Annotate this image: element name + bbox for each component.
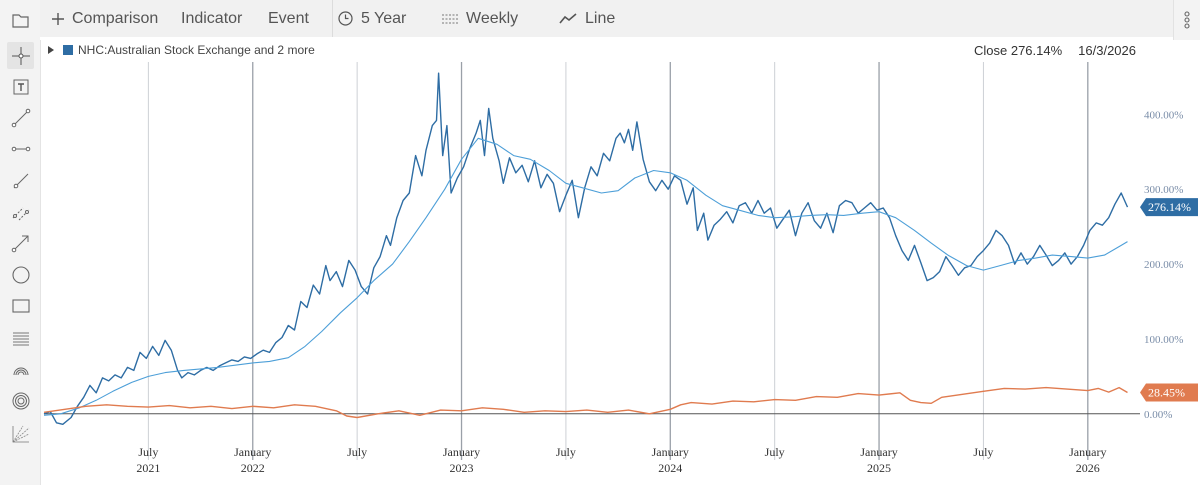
y-tick-label: 100.00% [1144,334,1183,346]
more-vertical-icon [1184,11,1190,29]
x-tick-month: January [443,445,480,459]
expand-triangle-icon[interactable] [48,46,54,54]
circle-icon [11,265,30,284]
event-label: Event [268,9,309,27]
parallel-channel-tool[interactable] [7,198,34,225]
clock-icon [338,11,353,26]
x-tick-month: July [138,445,158,459]
bars-icon [442,14,458,23]
more-options-button[interactable] [1173,0,1200,40]
x-tick-year: 2021 [136,461,160,475]
comparison-last-value-tag [1140,383,1198,402]
comparison-series-line[interactable] [43,386,1128,419]
arrow-tool[interactable] [7,229,34,256]
y-tick-label: 200.00% [1144,259,1183,271]
arcs-icon [13,367,28,375]
x-tick-month: July [347,445,367,459]
arrow-line-icon [11,235,28,252]
x-tick-year: 2024 [658,461,682,475]
chart-type-selector[interactable]: Line [559,0,615,37]
range-selector[interactable]: 5 Year [338,0,406,37]
text-tool[interactable] [7,73,34,100]
crosshair-tool[interactable] [7,42,34,69]
fan-lines-icon [12,425,29,442]
y-tick-label: 400.00% [1144,109,1183,121]
indicator-button[interactable]: Indicator [181,0,242,37]
toolbar-bar: Comparison Indicator Event 5 Year Weekly [40,0,1173,37]
text-box-icon [13,79,28,94]
comparison-last-value-tag-text: 28.45% [1148,386,1185,400]
x-tick-year: 2026 [1076,461,1100,475]
range-label: 5 Year [361,9,407,27]
moving-average-line[interactable] [43,137,1128,416]
line-chart-icon [559,12,577,24]
channel-icon [12,207,29,220]
x-tick-month: January [652,445,689,459]
top-toolbar: Comparison Indicator Event 5 Year Weekly [0,0,1200,40]
y-tick-label: 300.00% [1144,184,1183,196]
series-legend[interactable]: NHC:Australian Stock Exchange and 2 more [48,40,315,60]
comparison-button[interactable]: Comparison [52,0,158,37]
series-legend-label: NHC:Australian Stock Exchange and 2 more [78,43,315,57]
interval-label: Weekly [466,9,519,27]
trend-line-icon [11,108,30,127]
x-tick-year: 2023 [450,461,474,475]
close-date: 16/3/2026 [1078,42,1136,58]
indicator-label: Indicator [181,9,243,27]
x-tick-month: January [1069,445,1106,459]
ray-line-icon [13,173,28,188]
x-tick-month: January [860,445,897,459]
x-tick-year: 2022 [241,461,265,475]
main-last-value-tag [1140,198,1198,217]
x-tick-month: July [556,445,576,459]
chart-type-label: Line [585,9,616,27]
folder-button[interactable] [0,0,40,40]
horizontal-lines-icon [12,332,29,345]
fib-arc-tool[interactable] [7,355,34,382]
interval-selector[interactable]: Weekly [442,0,518,37]
plus-icon [52,12,64,25]
main-last-value-tag-text: 276.14% [1148,200,1191,214]
toolbar-divider [332,0,333,37]
fibonacci-tool[interactable] [7,324,34,351]
main-series-line[interactable] [43,72,1129,425]
close-value: Close 276.14% [973,42,1063,58]
ray-tool[interactable] [7,167,34,194]
x-tick-month: January [234,445,271,459]
x-tick-year: 2025 [867,461,891,475]
horizontal-segment-icon [11,146,30,151]
drawing-tools-sidebar [0,40,41,485]
x-tick-month: July [765,445,785,459]
trend-line-tool[interactable] [7,104,34,131]
rectangle-tool[interactable] [7,292,34,319]
fan-tool[interactable] [7,420,34,447]
close-info: Close 276.14% 16/3/2026 [974,40,1136,60]
x-tick-month: July [973,445,993,459]
y-tick-label: 0.00% [1144,409,1172,421]
event-button[interactable]: Event [268,0,309,37]
concentric-circles-icon [12,392,29,409]
crosshair-icon [11,46,30,65]
rectangle-icon [11,298,30,313]
circle-tool[interactable] [7,261,34,288]
comparison-label: Comparison [72,9,159,27]
folder-icon [12,14,29,28]
fib-circle-tool[interactable] [7,387,34,414]
horizontal-line-tool[interactable] [7,135,34,162]
series-color-swatch [63,45,73,55]
